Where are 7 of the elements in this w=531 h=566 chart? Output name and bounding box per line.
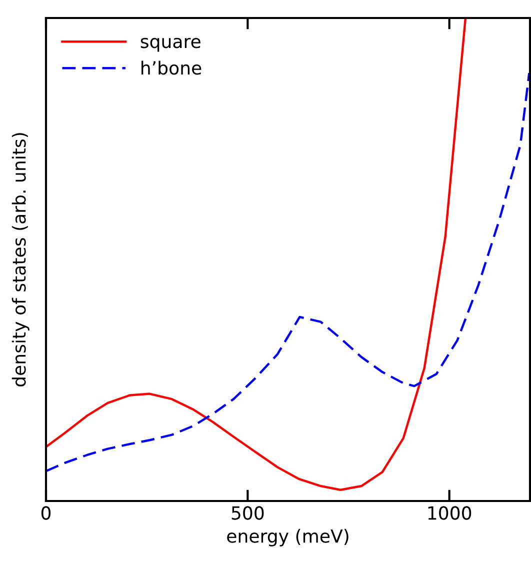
x-axis-title: energy (meV) xyxy=(227,528,348,546)
y-axis-title: density of states (arb. units) xyxy=(12,133,30,386)
x-tick-label: 0 xyxy=(41,506,51,520)
x-tick-label: 500 xyxy=(232,506,264,520)
legend-label: h’bone xyxy=(142,60,202,75)
legend-label: square xyxy=(140,38,200,52)
x-tick-label: 1000 xyxy=(428,506,472,520)
